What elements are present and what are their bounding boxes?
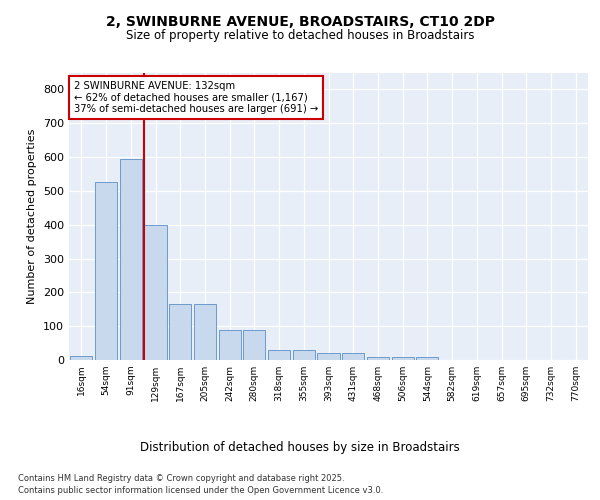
Text: 2 SWINBURNE AVENUE: 132sqm
← 62% of detached houses are smaller (1,167)
37% of s: 2 SWINBURNE AVENUE: 132sqm ← 62% of deta…: [74, 81, 319, 114]
Text: Contains HM Land Registry data © Crown copyright and database right 2025.
Contai: Contains HM Land Registry data © Crown c…: [18, 474, 383, 495]
Bar: [119, 160, 142, 360]
Text: Distribution of detached houses by size in Broadstairs: Distribution of detached houses by size …: [140, 441, 460, 454]
Bar: [194, 304, 216, 360]
Bar: [392, 356, 414, 360]
Bar: [70, 356, 92, 360]
Bar: [293, 350, 315, 360]
Bar: [317, 352, 340, 360]
Bar: [268, 350, 290, 360]
Bar: [218, 330, 241, 360]
Bar: [169, 304, 191, 360]
Bar: [416, 356, 439, 360]
Text: 2, SWINBURNE AVENUE, BROADSTAIRS, CT10 2DP: 2, SWINBURNE AVENUE, BROADSTAIRS, CT10 2…: [106, 16, 494, 30]
Bar: [367, 356, 389, 360]
Text: Size of property relative to detached houses in Broadstairs: Size of property relative to detached ho…: [126, 28, 474, 42]
Bar: [95, 182, 117, 360]
Bar: [145, 224, 167, 360]
Bar: [342, 352, 364, 360]
Y-axis label: Number of detached properties: Number of detached properties: [28, 128, 37, 304]
Bar: [243, 330, 265, 360]
